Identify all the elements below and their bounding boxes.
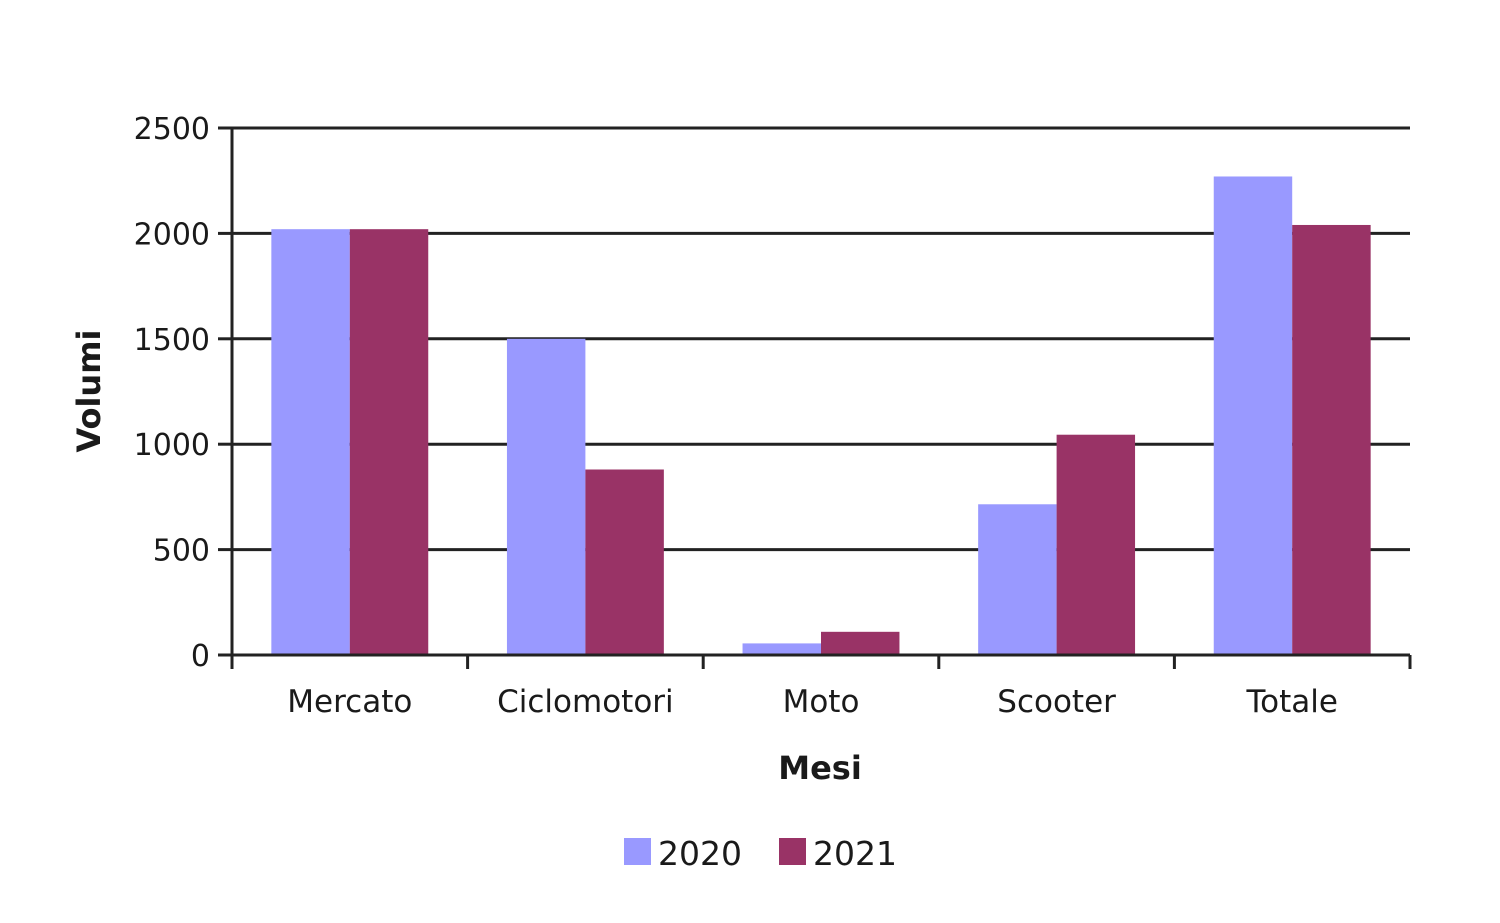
bar-2021-totale [1292, 224, 1371, 655]
y-tick-label: 2000 [134, 217, 210, 252]
bar-2020-ciclomotori [506, 338, 586, 655]
x-tick-label: Mercato [287, 684, 412, 720]
bar-2021-mercato [349, 229, 429, 655]
legend-swatch-2020 [624, 838, 651, 865]
bar-2020-moto [742, 643, 821, 655]
y-axis-title: Volumi [70, 329, 108, 452]
x-tick-label: Ciclomotori [497, 684, 674, 720]
x-tick-label: Moto [783, 684, 860, 720]
x-tick-label: Totale [1245, 684, 1337, 720]
y-tick-label: 1000 [134, 428, 210, 463]
bar-2021-moto [821, 631, 900, 655]
y-tick-label: 2500 [134, 112, 210, 147]
bar-2021-scooter [1056, 434, 1136, 655]
bar-2020-scooter [978, 504, 1057, 655]
bar-2021-ciclomotori [585, 469, 664, 655]
y-tick-label: 500 [153, 534, 210, 569]
legend: 2020 2021 [624, 834, 897, 873]
bar-2020-totale [1213, 176, 1293, 655]
bar-2020-mercato [271, 229, 350, 655]
legend-label-2020: 2020 [658, 834, 742, 873]
legend-label-2021: 2021 [813, 834, 897, 873]
axes: 0 500 1000 1500 2000 2500 Mercato Ciclomotori Mo… [134, 112, 1412, 720]
legend-swatch-2021 [779, 838, 806, 865]
y-tick-label: 1500 [134, 323, 210, 358]
x-axis-title: Mesi [778, 749, 862, 787]
y-tick-label: 0 [191, 639, 210, 674]
gridlines [232, 126, 1410, 552]
bars [271, 176, 1371, 655]
x-tick-label: Scooter [997, 684, 1116, 720]
